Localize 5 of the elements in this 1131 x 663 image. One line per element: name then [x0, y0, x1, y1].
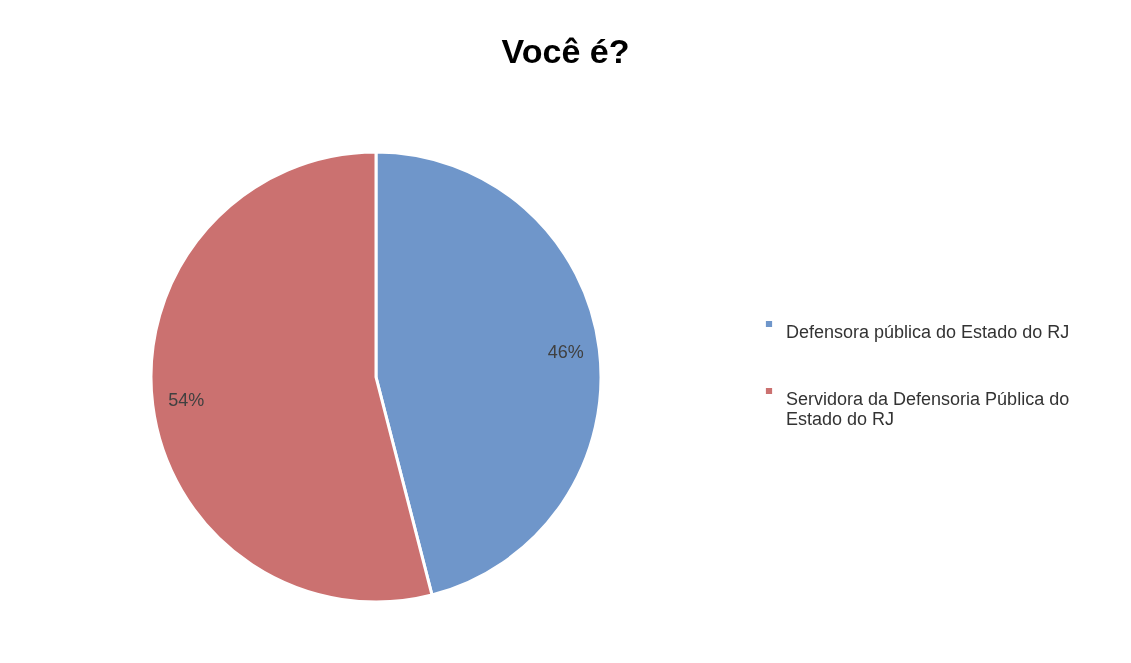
data-label: 46% [547, 342, 584, 363]
chart-title: Você é? [501, 32, 630, 70]
legend-label: Servidora da Defensoria Pública do Estado do RJ [786, 389, 1070, 429]
data-label: 54% [168, 389, 205, 410]
legend-label: Defensora pública do Estado do RJ [786, 322, 1070, 342]
